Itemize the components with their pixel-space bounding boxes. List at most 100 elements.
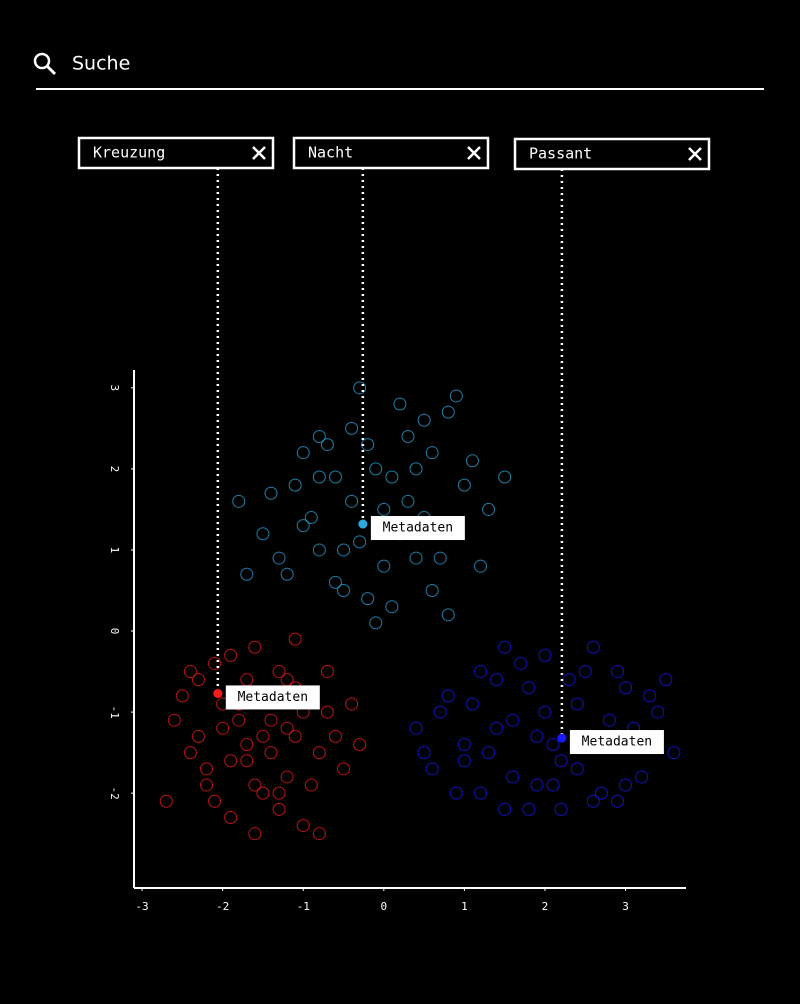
- point: [175, 689, 189, 703]
- point: [288, 729, 302, 743]
- point: [401, 494, 415, 508]
- point: [441, 608, 455, 622]
- x-tick-label: 0: [380, 900, 387, 913]
- point: [433, 551, 447, 565]
- tag-remove[interactable]: [688, 147, 702, 161]
- y-tick-label: 3: [108, 385, 121, 392]
- point: [337, 762, 351, 776]
- series: [232, 381, 512, 630]
- point: [651, 705, 665, 719]
- point: [490, 721, 504, 735]
- point: [457, 738, 471, 752]
- point: [554, 754, 568, 768]
- point: [183, 665, 197, 679]
- point: [619, 681, 633, 695]
- point: [506, 770, 520, 784]
- tag-box: [77, 136, 275, 170]
- point: [191, 673, 205, 687]
- tag-remove[interactable]: [252, 146, 266, 160]
- annotation-label: Metadaten: [582, 735, 652, 750]
- tag-box: [292, 136, 490, 170]
- point: [514, 656, 528, 670]
- point: [248, 640, 262, 654]
- point: [667, 746, 681, 760]
- search-bar[interactable]: Suche: [33, 53, 764, 90]
- point: [643, 689, 657, 703]
- filter-tag[interactable]: Nacht: [292, 136, 490, 170]
- filter-tag[interactable]: Passant: [513, 137, 711, 171]
- point: [465, 697, 479, 711]
- y-tick-label: 1: [108, 547, 121, 554]
- point: [482, 502, 496, 516]
- point: [449, 389, 463, 403]
- point: [409, 551, 423, 565]
- point: [288, 632, 302, 646]
- point: [578, 665, 592, 679]
- y-tick-label: 2: [108, 466, 121, 473]
- point: [240, 567, 254, 581]
- tag-box: [513, 137, 711, 171]
- point: [417, 746, 431, 760]
- point: [546, 778, 560, 792]
- scatter-chart: -3 -2 -1 0 1 2 3 -2 -1 0 1 2 3: [108, 370, 686, 913]
- point: [562, 673, 576, 687]
- point: [353, 535, 367, 549]
- point: [320, 705, 334, 719]
- point: [208, 794, 222, 808]
- point: [256, 786, 270, 800]
- point: [611, 794, 625, 808]
- point: [312, 543, 326, 557]
- point: [304, 778, 318, 792]
- point: [474, 665, 488, 679]
- point: [328, 729, 342, 743]
- annotation-box: [370, 516, 465, 541]
- point: [312, 429, 326, 443]
- point: [586, 640, 600, 654]
- point: [167, 713, 181, 727]
- point: [248, 827, 262, 841]
- point: [256, 527, 270, 541]
- x-tick-label: 2: [542, 900, 549, 913]
- point: [377, 502, 391, 516]
- point: [304, 511, 318, 525]
- tag-label: Nacht: [308, 144, 353, 162]
- point: [240, 673, 254, 687]
- point: [264, 713, 278, 727]
- point: [482, 746, 496, 760]
- point: [409, 462, 423, 476]
- point: [530, 778, 544, 792]
- point: [337, 543, 351, 557]
- annotation-box: [569, 730, 664, 755]
- point: [425, 762, 439, 776]
- point: [506, 713, 520, 727]
- filter-tag[interactable]: Kreuzung: [77, 136, 275, 170]
- point: [361, 592, 375, 606]
- y-tick-label: 0: [108, 628, 121, 635]
- point: [498, 640, 512, 654]
- point: [465, 454, 479, 468]
- annotation-label: Metadaten: [383, 521, 453, 536]
- point: [328, 470, 342, 484]
- point: [345, 697, 359, 711]
- point: [393, 397, 407, 411]
- point: [296, 446, 310, 460]
- point: [272, 786, 286, 800]
- point: [474, 786, 488, 800]
- point: [522, 681, 536, 695]
- point: [570, 762, 584, 776]
- point: [312, 827, 326, 841]
- x-tick-label: 1: [461, 900, 468, 913]
- highlight-point: [557, 733, 567, 743]
- point: [538, 705, 552, 719]
- point: [264, 486, 278, 500]
- point: [441, 405, 455, 419]
- tag-remove[interactable]: [467, 146, 481, 160]
- point: [280, 567, 294, 581]
- point: [425, 583, 439, 597]
- point: [449, 786, 463, 800]
- point: [264, 746, 278, 760]
- point: [232, 494, 246, 508]
- x-tick-label: 3: [622, 900, 629, 913]
- point: [474, 559, 488, 573]
